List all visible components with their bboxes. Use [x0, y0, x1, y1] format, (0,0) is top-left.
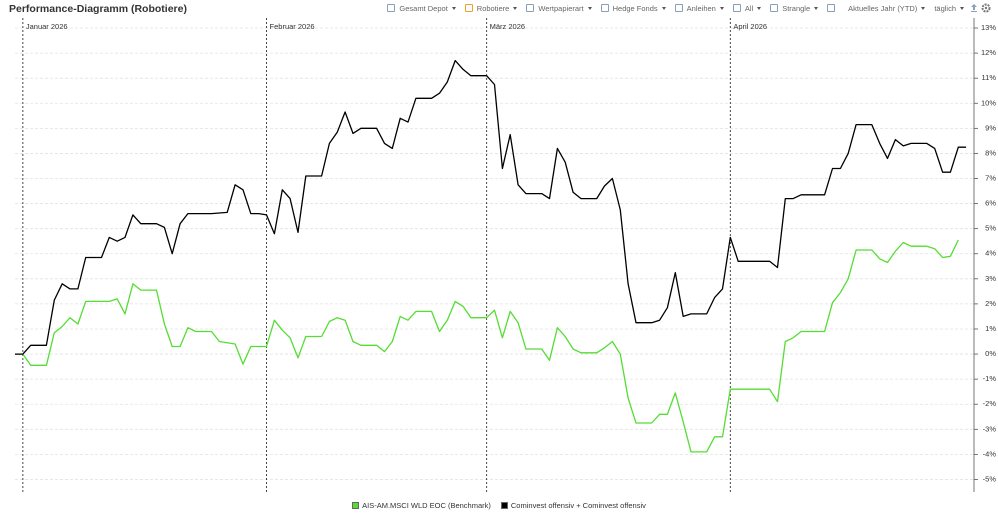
toolbar-item[interactable]: Gesamt Depot [387, 3, 456, 13]
legend-swatch [352, 502, 360, 509]
chart: 13% 12% 11% 10% 9% 8% 7% 6% 5% 4% 3% 2% 1% 0% -1% -2% -3… [15, 18, 997, 492]
toolbar-label: Gesamt Depot [399, 3, 448, 13]
checkbox [770, 4, 779, 12]
settings-icon [981, 3, 991, 13]
checkbox [732, 4, 741, 12]
dropdown-arrow [719, 6, 724, 10]
checkbox [674, 4, 683, 12]
y-tick-label: 6% [985, 199, 996, 208]
legend: AIS-AM.MSCI WLD EOC (Benchmark) Cominvest… [0, 501, 998, 510]
y-tick-label: 9% [985, 123, 996, 132]
legend-swatch [500, 502, 508, 509]
month-label: Januar 2026 [26, 22, 68, 31]
legend-item[interactable]: AIS-AM.MSCI WLD EOC (Benchmark) [352, 501, 491, 510]
checkbox [464, 4, 473, 12]
y-tick-label: 3% [985, 274, 996, 283]
y-tick-label: 7% [985, 173, 996, 182]
checkbox [600, 4, 609, 12]
toolbar-item[interactable]: Aktuelles Jahr (YTD) [848, 3, 926, 13]
y-tick-label: 10% [981, 98, 996, 107]
toolbar-label: Wertpapierart [538, 3, 584, 13]
dropdown-arrow [587, 6, 592, 10]
dropdown-arrow [451, 6, 456, 10]
export-icon [971, 4, 977, 12]
toolbar-label: Strangle [782, 3, 811, 13]
checkbox [827, 4, 836, 12]
dropdown-arrow [921, 6, 926, 10]
y-tick-label: 5% [985, 224, 996, 233]
y-tick-label: 2% [985, 299, 996, 308]
toolbar-item[interactable]: Wertpapierart [526, 3, 592, 13]
month-label: April 2026 [733, 22, 767, 31]
series-line [15, 59, 967, 355]
y-tick-label: 13% [981, 23, 996, 32]
toolbar-label: täglich [934, 3, 956, 13]
toolbar-item[interactable]: täglich [934, 4, 964, 13]
y-tick-label: 4% [985, 249, 996, 258]
settings-icon-center [984, 6, 988, 10]
month-label: März 2026 [490, 22, 525, 31]
dropdown-arrow [661, 6, 666, 10]
y-tick-label: -5% [983, 474, 997, 483]
toolbar-item[interactable]: Anleihen [674, 3, 724, 13]
toolbar-icons[interactable] [970, 3, 992, 13]
y-tick-label: 0% [985, 349, 996, 358]
toolbar-label: All [744, 3, 754, 13]
dropdown-arrow [513, 6, 518, 10]
y-tick-label: -3% [983, 424, 997, 433]
legend-label: AIS-AM.MSCI WLD EOC (Benchmark) [362, 501, 491, 510]
y-tick-label: -4% [983, 449, 997, 458]
dropdown-arrow [960, 6, 964, 10]
series-line [15, 239, 959, 453]
y-tick-label: 11% [982, 73, 997, 82]
checkbox [387, 4, 396, 12]
legend-label: Cominvest offensiv + Cominvest offensiv [510, 501, 646, 510]
y-tick-label: 12% [981, 48, 996, 57]
y-tick-label: 8% [985, 148, 996, 157]
toolbar-item[interactable]: Strangle [770, 3, 819, 13]
month-label: Februar 2026 [270, 22, 315, 31]
toolbar-item[interactable]: Robotiere [464, 3, 518, 13]
y-tick-label: -1% [983, 374, 997, 383]
page-title: Performance-Diagramm (Robotiere) [9, 3, 187, 15]
y-tick-label: -2% [983, 399, 997, 408]
dropdown-arrow [757, 6, 762, 10]
dropdown-arrow [814, 6, 819, 10]
toolbar-item[interactable]: Hedge Fonds [600, 3, 666, 13]
toolbar-label: Anleihen [686, 3, 716, 13]
legend-item[interactable]: Cominvest offensiv + Cominvest offensiv [500, 501, 646, 510]
toolbar-label: Robotiere [476, 3, 510, 13]
toolbar-item[interactable]: All [732, 3, 762, 13]
toolbar: Gesamt Depot Robotiere Wertpapierart Hedge … [378, 3, 992, 13]
toolbar-label: Aktuelles Jahr (YTD) [848, 3, 918, 13]
checkbox [526, 4, 535, 12]
toolbar-label: Hedge Fonds [612, 3, 658, 13]
y-tick-label: 1% [985, 324, 996, 333]
